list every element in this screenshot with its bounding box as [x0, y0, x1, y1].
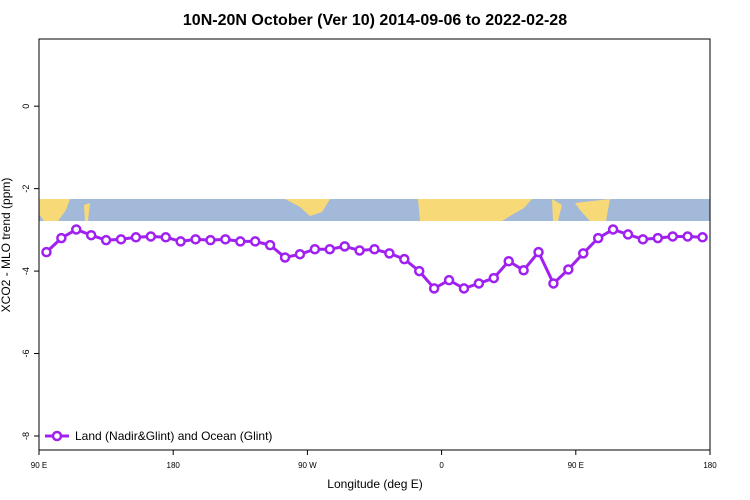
point [339, 241, 350, 252]
y-axis-label: XCO2 - MLO trend (ppm) [0, 178, 13, 313]
point [41, 246, 52, 258]
legend-label: Land (Nadir&Glint) and Ocean (Glint) [75, 429, 272, 443]
point [160, 232, 171, 243]
point [682, 231, 693, 242]
point [458, 283, 470, 294]
point [279, 252, 291, 263]
x-tick-label: 90 E [568, 461, 584, 470]
point [85, 229, 97, 241]
point [667, 231, 678, 242]
point [518, 265, 529, 276]
map-strip [39, 199, 710, 221]
point [473, 278, 485, 289]
legend-marker [51, 430, 63, 442]
x-tick-label: 180 [167, 461, 181, 470]
point [130, 232, 142, 243]
point [637, 234, 649, 245]
point [428, 283, 440, 294]
point [175, 236, 186, 247]
point [384, 248, 395, 259]
point [652, 232, 664, 244]
point [443, 274, 455, 286]
x-tick-label: 0 [439, 461, 444, 470]
point [324, 243, 336, 255]
point [697, 232, 708, 243]
point [309, 243, 321, 255]
y-tick-label: -2 [21, 185, 31, 193]
y-tick-label: -8 [21, 432, 31, 440]
point [71, 224, 82, 235]
point [413, 265, 425, 277]
point [145, 231, 157, 242]
point [235, 236, 246, 247]
x-axis-label: Longitude (deg E) [327, 477, 422, 491]
point [220, 234, 231, 245]
x-tick-label: 180 [703, 461, 717, 470]
point [548, 278, 559, 289]
point [115, 234, 127, 245]
point [190, 234, 201, 245]
point [205, 234, 216, 246]
plot-frame [38, 38, 711, 451]
chart-title: 10N-20N October (Ver 10) 2014-09-06 to 2… [183, 12, 567, 29]
series-line [45, 227, 703, 291]
point [563, 264, 574, 275]
x-tick-label: 90 W [298, 461, 317, 470]
y-tick-label: -4 [21, 267, 31, 275]
point [607, 224, 619, 235]
point [354, 245, 365, 256]
point [369, 243, 380, 255]
point [503, 255, 514, 267]
y-tick-label: -6 [21, 350, 31, 358]
point [100, 234, 112, 246]
point [56, 232, 67, 244]
point [578, 248, 589, 259]
point [264, 239, 276, 251]
point [399, 253, 410, 265]
point [622, 229, 634, 240]
y-tick-label: 0 [21, 104, 31, 109]
point [533, 246, 544, 258]
point [294, 248, 306, 260]
point [488, 272, 500, 284]
x-tick-label: 90 E [31, 461, 47, 470]
point [249, 236, 261, 247]
point [592, 232, 604, 244]
